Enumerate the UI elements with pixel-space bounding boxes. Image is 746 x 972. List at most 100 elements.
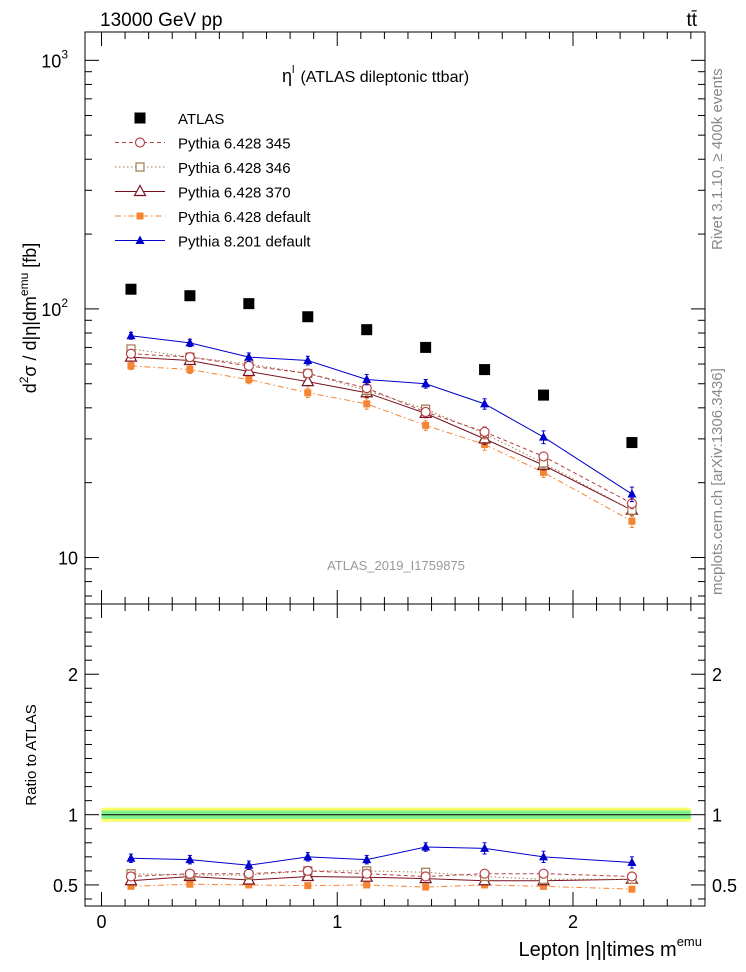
legend-entry: Pythia 8.201 default bbox=[115, 234, 311, 251]
data-point bbox=[538, 389, 550, 401]
data-point bbox=[243, 298, 255, 310]
ylabel-sup2: emu bbox=[17, 273, 31, 296]
data-point bbox=[126, 330, 136, 340]
data-point bbox=[539, 432, 549, 441]
ratio-point bbox=[540, 882, 548, 890]
legend-entry: Pythia 6.428 370 bbox=[115, 184, 291, 202]
data-point bbox=[125, 283, 137, 295]
data-point bbox=[538, 451, 549, 462]
ratio-point bbox=[244, 860, 254, 869]
ratio-point bbox=[304, 882, 312, 890]
mcplots-label: mcplots.cern.ch [arXiv:1306.3436] bbox=[709, 368, 726, 595]
ratio-ytick-label-right: 1 bbox=[712, 806, 722, 826]
data-point bbox=[627, 489, 637, 498]
ratio-line bbox=[130, 876, 632, 882]
ratio-point bbox=[184, 868, 196, 879]
ratio-point bbox=[185, 854, 195, 864]
ratio-line bbox=[130, 870, 632, 878]
xtick-label: 0 bbox=[96, 912, 106, 932]
ratio-point bbox=[363, 881, 371, 889]
legend-marker bbox=[136, 212, 144, 220]
data-point bbox=[303, 355, 313, 365]
process-label: tt̄ bbox=[686, 10, 697, 31]
main-marks bbox=[124, 283, 639, 529]
data-point bbox=[480, 398, 490, 408]
main-ytick-label: 10 bbox=[58, 548, 78, 568]
main-title: ηl (ATLAS dileptonic ttbar) bbox=[282, 64, 469, 86]
ratio-point bbox=[126, 853, 136, 862]
data-point bbox=[361, 324, 373, 336]
ratio-point bbox=[243, 868, 254, 879]
ratio-point bbox=[479, 868, 490, 879]
data-point bbox=[422, 421, 430, 429]
series-pythia-6-428-346 bbox=[126, 344, 637, 517]
main-ytick-base: 10 bbox=[58, 548, 78, 568]
ylabel-prefix: d bbox=[20, 383, 40, 393]
ratio-ytick-label-right: 0.5 bbox=[712, 876, 737, 896]
ratio-series-pythia-8-201-default bbox=[126, 842, 637, 870]
legend-label: Pythia 8.201 default bbox=[178, 234, 311, 251]
ratio-point bbox=[361, 868, 372, 879]
legend-marker bbox=[133, 184, 147, 197]
ratio-line bbox=[130, 883, 632, 890]
data-point bbox=[540, 468, 548, 476]
data-point bbox=[127, 362, 135, 370]
series-line bbox=[130, 353, 633, 504]
ratio-point bbox=[420, 871, 431, 882]
data-point bbox=[185, 337, 195, 347]
main-ylabel: d2σ / d|η|dmemu [fb] bbox=[17, 243, 40, 394]
series-pythia-6-428-370 bbox=[124, 349, 639, 517]
data-point bbox=[362, 374, 372, 384]
data-point bbox=[301, 374, 315, 387]
ratio-point bbox=[362, 854, 372, 864]
xlabel-main: Lepton |η|times m bbox=[518, 939, 676, 961]
legend-marker bbox=[135, 235, 145, 244]
legend-entry: Pythia 6.428 default bbox=[115, 209, 311, 226]
data-point bbox=[628, 517, 636, 525]
data-point bbox=[363, 400, 371, 408]
ratio-ytick-label-right: 2 bbox=[712, 665, 722, 685]
legend-label: Pythia 6.428 default bbox=[178, 209, 311, 226]
data-point bbox=[479, 426, 490, 438]
main-ytick-label: 103 bbox=[41, 47, 68, 71]
ratio-point bbox=[628, 885, 636, 893]
data-point bbox=[184, 290, 196, 302]
ratio-point bbox=[627, 857, 637, 866]
ratio-ytick-label-left: 0.5 bbox=[53, 876, 78, 896]
xtick-label: 1 bbox=[332, 912, 342, 932]
ratio-ylabel: Ratio to ATLAS bbox=[23, 704, 40, 805]
title-sup: l bbox=[292, 64, 294, 76]
collision-label: 13000 GeV pp bbox=[100, 10, 223, 31]
legend-entry: Pythia 6.428 345 bbox=[115, 136, 291, 153]
ratio-point bbox=[422, 883, 430, 891]
data-point bbox=[184, 351, 196, 363]
title-eta: η bbox=[282, 66, 292, 86]
ratio-line bbox=[130, 870, 632, 880]
legend-entry: Pythia 6.428 346 bbox=[115, 160, 291, 177]
rivet-label: Rivet 3.1.10, ≥ 400k events bbox=[709, 68, 726, 250]
ratio-point bbox=[538, 868, 549, 879]
main-ytick-exp: 2 bbox=[61, 296, 68, 310]
data-point bbox=[244, 352, 254, 361]
data-point bbox=[125, 348, 137, 359]
data-point bbox=[245, 376, 253, 384]
data-point bbox=[302, 368, 313, 379]
series-pythia-6-428-default bbox=[127, 361, 636, 529]
xlabel-sup: emu bbox=[677, 934, 702, 949]
main-ytick-label: 102 bbox=[41, 296, 68, 320]
ratio-marks bbox=[124, 842, 639, 893]
series-line bbox=[130, 335, 633, 495]
ratio-ytick-label-left: 1 bbox=[68, 806, 78, 826]
data-point bbox=[243, 360, 254, 371]
main-ytick-exp: 3 bbox=[61, 47, 68, 61]
ylabel-mid: σ / d|η|dm bbox=[20, 296, 40, 377]
data-point bbox=[420, 341, 432, 353]
main-ytick-base: 10 bbox=[41, 300, 61, 320]
ratio-line bbox=[130, 846, 632, 866]
ratio-point bbox=[245, 881, 253, 889]
legend-label: Pythia 6.428 370 bbox=[178, 185, 291, 202]
ratio-point bbox=[186, 880, 194, 888]
ratio-band bbox=[101, 807, 691, 822]
